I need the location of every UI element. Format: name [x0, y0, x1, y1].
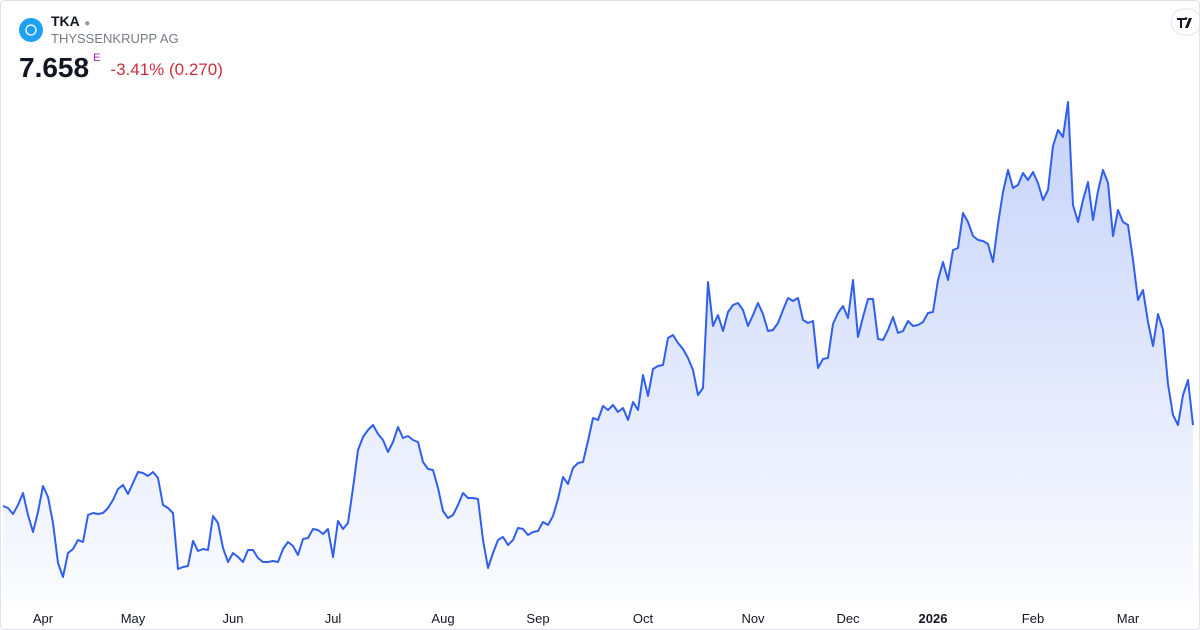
x-tick-label: Aug: [431, 611, 454, 626]
x-tick-label: Nov: [741, 611, 765, 626]
header: TKA ● THYSSENKRUPP AG 7.658 E -3.41% (0.…: [19, 13, 223, 84]
x-tick-label: Apr: [33, 611, 54, 626]
price-line: [2, 101, 1194, 578]
status-dot: ●: [84, 18, 91, 29]
x-tick-label: Sep: [526, 611, 549, 626]
change: -3.41% (0.270): [110, 60, 223, 79]
x-tick-label: Oct: [633, 611, 654, 626]
x-tick-label: Jun: [223, 611, 244, 626]
x-tick-label: Dec: [836, 611, 860, 626]
x-tick-label: Mar: [1117, 611, 1140, 626]
logo-icon: [19, 17, 43, 42]
price: 7.658: [19, 52, 90, 83]
x-tick-label: May: [121, 611, 146, 626]
x-tick-label: Feb: [1022, 611, 1044, 626]
tradingview-logo[interactable]: [1170, 8, 1199, 36]
symbol[interactable]: TKA: [51, 13, 80, 29]
x-tick-label: 2026: [919, 611, 948, 626]
company-name: THYSSENKRUPP AG: [51, 31, 179, 46]
area-fill: [3, 102, 1193, 601]
x-tick-label: Jul: [325, 611, 342, 626]
exchange-flag: E: [93, 52, 101, 64]
